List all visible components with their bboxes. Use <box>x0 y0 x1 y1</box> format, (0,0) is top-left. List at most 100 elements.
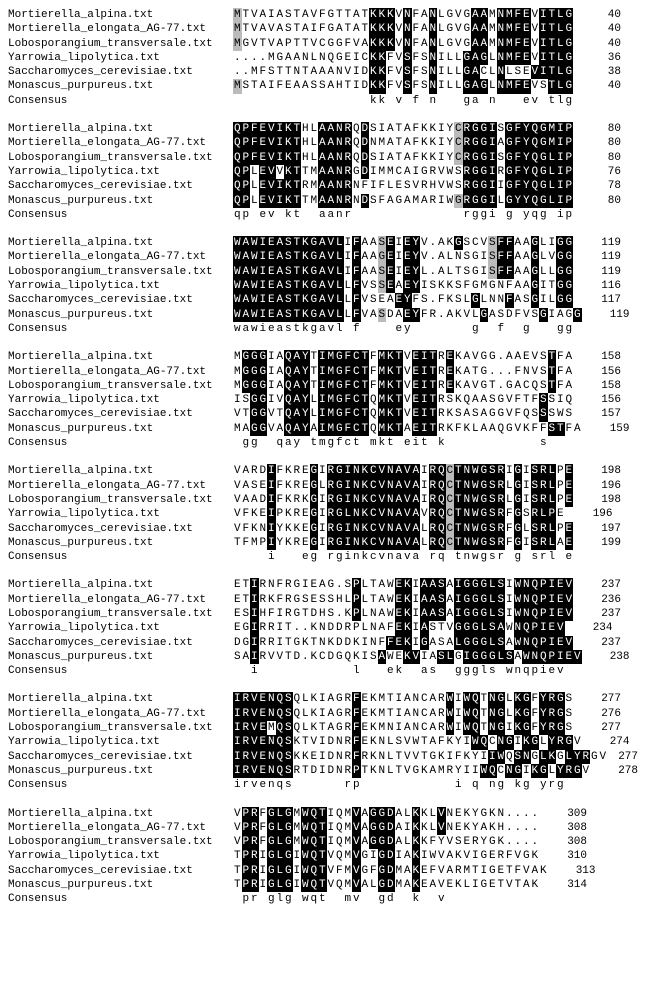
sequence-text: MGGGIAQAYTIMGFCTFMKTVEITREKAVGT.GACQSTFA <box>233 379 573 393</box>
position-number: 308 <box>539 821 587 835</box>
position-number: 156 <box>573 393 621 407</box>
sequence-row: Monascus_purpureus.txtMSTAIFEAASSAHTIDKK… <box>8 79 638 93</box>
sequence-text: WAWIEASTKGAVLLFVSEAEYFS.FKSLGLNNFASGILGG <box>233 293 573 307</box>
sequence-text: QPLEVIKTTMAANRNDSFAGAMARIWGRGGILGYYQGLIP <box>233 194 573 208</box>
species-label: Mortierella_elongata_AG-77.txt <box>8 136 233 150</box>
sequence-text: IRVEMQSQLKTAGRFEKMNIANCARWIWQTNGIKGFYRGS <box>233 721 573 735</box>
alignment-block: Mortierella_alpina.txtMTVAIASTAVFGTTATKK… <box>8 8 638 108</box>
species-label: Consensus <box>8 208 233 222</box>
sequence-row: Mortierella_elongata_AG-77.txtQPFEVIKTHL… <box>8 136 638 150</box>
position-number: 237 <box>573 607 621 621</box>
species-label: Mortierella_alpina.txt <box>8 464 233 478</box>
sequence-row: Mortierella_elongata_AG-77.txtIRVENQSQLK… <box>8 707 638 721</box>
species-label: Lobosporangium_transversale.txt <box>8 265 233 279</box>
position-number <box>573 322 621 336</box>
sequence-row: Lobosporangium_transversale.txtESIHFIRGT… <box>8 607 638 621</box>
species-label: Mortierella_alpina.txt <box>8 692 233 706</box>
sequence-row: Mortierella_elongata_AG-77.txtETIRKFRGSE… <box>8 593 638 607</box>
sequence-text: kk v f n ga n ev tlg <box>233 94 573 108</box>
species-label: Monascus_purpureus.txt <box>8 308 233 322</box>
sequence-row: Yarrowia_lipolytica.txtWAWIEASTKGAVLLFVS… <box>8 279 638 293</box>
sequence-text: VARDIFKREGIRGINKCVNAVAIRQCTNWGSRIGISRLPE <box>233 464 573 478</box>
sequence-row: Lobosporangium_transversale.txtMGGGIAQAY… <box>8 379 638 393</box>
sequence-text: QPFEVIKTHLAANRQDNMATAFKKIYCRGGIAGFYQGMIP <box>233 136 573 150</box>
sequence-text: WAWIEASTKGAVLLFVSSEAEYISKKSFGMGNFAAGITGG <box>233 279 573 293</box>
sequence-text: TPRIGLGIWQTVFMVGFGDMAKEFVARMTIGETFVAK <box>233 864 548 878</box>
sequence-text: pr glg wqt mv gd k v <box>233 892 539 906</box>
position-number: 119 <box>573 236 621 250</box>
position-number: 36 <box>573 51 621 65</box>
alignment-block: Mortierella_alpina.txtETIRNFRGIEAG.SPLTA… <box>8 578 638 678</box>
position-number: 80 <box>573 122 621 136</box>
sequence-row: Yarrowia_lipolytica.txtISGGIVQAYLIMGFCTQ… <box>8 393 638 407</box>
position-number: 157 <box>573 407 621 421</box>
position-number: 199 <box>573 536 621 550</box>
sequence-text: ....MGAANLNQGEICKKFVSFSNILLGAGLNMFEVITLG <box>233 51 573 65</box>
sequence-row: Lobosporangium_transversale.txtQPFEVIKTH… <box>8 151 638 165</box>
position-number: 159 <box>582 422 630 436</box>
sequence-row: Mortierella_alpina.txtVARDIFKREGIRGINKCV… <box>8 464 638 478</box>
position-number: 198 <box>573 493 621 507</box>
consensus-row: Consensuswawieastkgavl f ey g f g gg <box>8 322 638 336</box>
sequence-text: IRVENQSKKEIDNRFRKNLTVVTGKIFKYIIWQSNGLKGL… <box>233 750 607 764</box>
position-number: 40 <box>573 8 621 22</box>
sequence-text: VPRFGLGMWQTIQMVAGGDAIKKLVNEKYAKH.... <box>233 821 539 835</box>
sequence-text: MGGGIAQAYTIMGFCTFMKTVEITREKAVGG.AAEVSTFA <box>233 350 573 364</box>
position-number: 308 <box>539 835 587 849</box>
sequence-row: Yarrowia_lipolytica.txtQPLEVVKTTMAANRGDI… <box>8 165 638 179</box>
sequence-row: Mortierella_alpina.txtQPFEVIKTHLAANRQDSI… <box>8 122 638 136</box>
position-number: 38 <box>573 65 621 79</box>
consensus-row: Consensus i l ek as gggls wnqpiev <box>8 664 638 678</box>
species-label: Yarrowia_lipolytica.txt <box>8 279 233 293</box>
position-number: 237 <box>573 578 621 592</box>
sequence-row: Saccharomyces_cerevisiae.txt..MFSTTNTAAA… <box>8 65 638 79</box>
position-number: 309 <box>539 807 587 821</box>
sequence-row: Mortierella_elongata_AG-77.txtMGGGIAQAYT… <box>8 365 638 379</box>
position-number: 274 <box>582 735 630 749</box>
species-label: Consensus <box>8 892 233 906</box>
position-number: 40 <box>573 79 621 93</box>
species-label: Monascus_purpureus.txt <box>8 764 233 778</box>
sequence-text: VTGGVTQAYLIMGFCTQMKTVEITRKSASAGGVFQSSSWS <box>233 407 573 421</box>
sequence-alignment-figure: Mortierella_alpina.txtMTVAIASTAVFGTTATKK… <box>8 8 638 907</box>
sequence-text: WAWIEASTKGAVLIFAASEIEYL.ALTSGISFFAAGLLGG <box>233 265 573 279</box>
sequence-row: Yarrowia_lipolytica.txtEGIRRIT..KNDDRPLN… <box>8 621 638 635</box>
species-label: Mortierella_elongata_AG-77.txt <box>8 593 233 607</box>
species-label: Yarrowia_lipolytica.txt <box>8 51 233 65</box>
species-label: Mortierella_elongata_AG-77.txt <box>8 479 233 493</box>
position-number: 80 <box>573 194 621 208</box>
position-number: 80 <box>573 151 621 165</box>
species-label: Mortierella_alpina.txt <box>8 807 233 821</box>
position-number <box>573 94 621 108</box>
species-label: Saccharomyces_cerevisiae.txt <box>8 293 233 307</box>
species-label: Lobosporangium_transversale.txt <box>8 835 233 849</box>
sequence-text: QPFEVIKTHLAANRQDSIATAFKKIYCRGGISGFYQGMIP <box>233 122 573 136</box>
species-label: Saccharomyces_cerevisiae.txt <box>8 407 233 421</box>
alignment-block: Mortierella_alpina.txtWAWIEASTKGAVLIFAAS… <box>8 236 638 336</box>
sequence-row: Mortierella_alpina.txtMGGGIAQAYTIMGFCTFM… <box>8 350 638 364</box>
sequence-text: VASEIFKREGLRGINKCVNAVAIRQCTNWGSRLGISRLPE <box>233 479 573 493</box>
sequence-row: Monascus_purpureus.txtTFMPIYKREGIRGINKCV… <box>8 536 638 550</box>
position-number: 196 <box>565 507 613 521</box>
species-label: Saccharomyces_cerevisiae.txt <box>8 750 233 764</box>
alignment-block: Mortierella_alpina.txtVARDIFKREGIRGINKCV… <box>8 464 638 564</box>
sequence-row: Lobosporangium_transversale.txtVPRFGLGMW… <box>8 835 638 849</box>
sequence-row: Mortierella_elongata_AG-77.txtWAWIEASTKG… <box>8 250 638 264</box>
position-number: 156 <box>573 365 621 379</box>
species-label: Mortierella_elongata_AG-77.txt <box>8 250 233 264</box>
species-label: Mortierella_alpina.txt <box>8 350 233 364</box>
sequence-text: WAWIEASTKGAVLIFAASEIEYV.AKGSCVSFFAAGLIGG <box>233 236 573 250</box>
position-number: 314 <box>539 878 587 892</box>
species-label: Mortierella_alpina.txt <box>8 236 233 250</box>
sequence-text: VPRFGLGMWQTIQMVAGGDALKKFYVSERYGK.... <box>233 835 539 849</box>
sequence-row: Lobosporangium_transversale.txtMGVTVAPTT… <box>8 37 638 51</box>
species-label: Mortierella_elongata_AG-77.txt <box>8 821 233 835</box>
sequence-text: IRVENQSKTVIDNRFEKNLSVWTAFKYIWQCNGIKGLYRG… <box>233 735 582 749</box>
sequence-row: Mortierella_alpina.txtVPRFGLGMWQTIQMVAGG… <box>8 807 638 821</box>
position-number: 78 <box>573 179 621 193</box>
alignment-block: Mortierella_alpina.txtQPFEVIKTHLAANRQDSI… <box>8 122 638 222</box>
position-number: 80 <box>573 136 621 150</box>
sequence-row: Mortierella_alpina.txtIRVENQSQLKIAGRFEKM… <box>8 692 638 706</box>
position-number: 119 <box>573 250 621 264</box>
position-number <box>539 892 587 906</box>
